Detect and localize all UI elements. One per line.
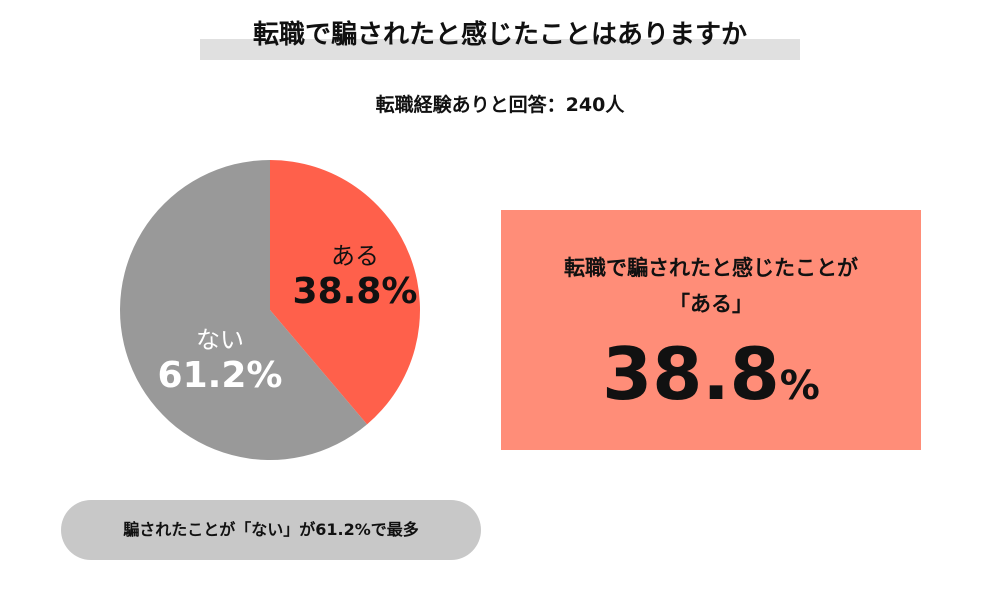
highlight-box: 転職で騙されたと感じたことが 「ある」 38.8%: [501, 210, 921, 450]
slice-label-aru: ある 38.8%: [292, 242, 418, 312]
highlight-line2: 「ある」: [669, 292, 753, 316]
subtitle: 転職経験ありと回答：240人: [375, 94, 625, 116]
pie-slice-0: [270, 160, 420, 425]
highlight-line1: 転職で騙されたと感じたことが: [564, 256, 858, 280]
slice-label-nai: ない 61.2%: [157, 326, 283, 396]
summary-pill: 騙されたことが「ない」が61.2%で最多: [61, 500, 481, 560]
title-band: [200, 39, 800, 60]
pie-slice-1: [119, 159, 368, 460]
page-title: 転職で騙されたと感じたことはありますか: [252, 20, 747, 50]
highlight-value: 38.8%: [602, 332, 820, 416]
